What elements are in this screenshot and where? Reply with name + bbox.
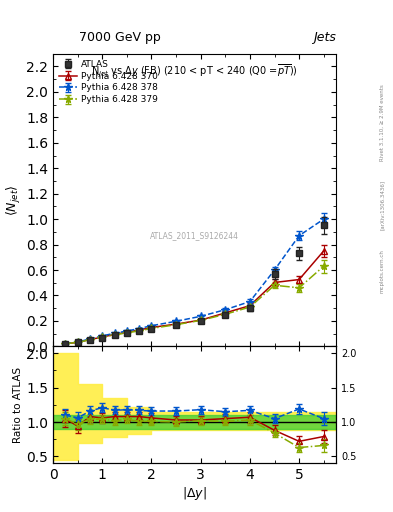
Legend: ATLAS, Pythia 6.428 370, Pythia 6.428 378, Pythia 6.428 379: ATLAS, Pythia 6.428 370, Pythia 6.428 37… <box>56 56 162 108</box>
Text: ATLAS_2011_S9126244: ATLAS_2011_S9126244 <box>150 230 239 240</box>
X-axis label: $|\Delta y|$: $|\Delta y|$ <box>182 485 207 502</box>
Y-axis label: Ratio to ATLAS: Ratio to ATLAS <box>13 367 24 443</box>
Text: Rivet 3.1.10, ≥ 2.9M events: Rivet 3.1.10, ≥ 2.9M events <box>380 84 384 161</box>
Text: [arXiv:1306.3436]: [arXiv:1306.3436] <box>380 180 384 230</box>
Text: 7000 GeV pp: 7000 GeV pp <box>79 31 160 44</box>
Text: N$_{jet}$ vs $\Delta y$ (FB) (210 < pT < 240 (Q0 =$\overline{pT}$)): N$_{jet}$ vs $\Delta y$ (FB) (210 < pT <… <box>91 62 298 79</box>
Y-axis label: $\langle N_{jet}\rangle$: $\langle N_{jet}\rangle$ <box>5 184 23 216</box>
Text: Jets: Jets <box>313 31 336 44</box>
Text: mcplots.cern.ch: mcplots.cern.ch <box>380 249 384 293</box>
